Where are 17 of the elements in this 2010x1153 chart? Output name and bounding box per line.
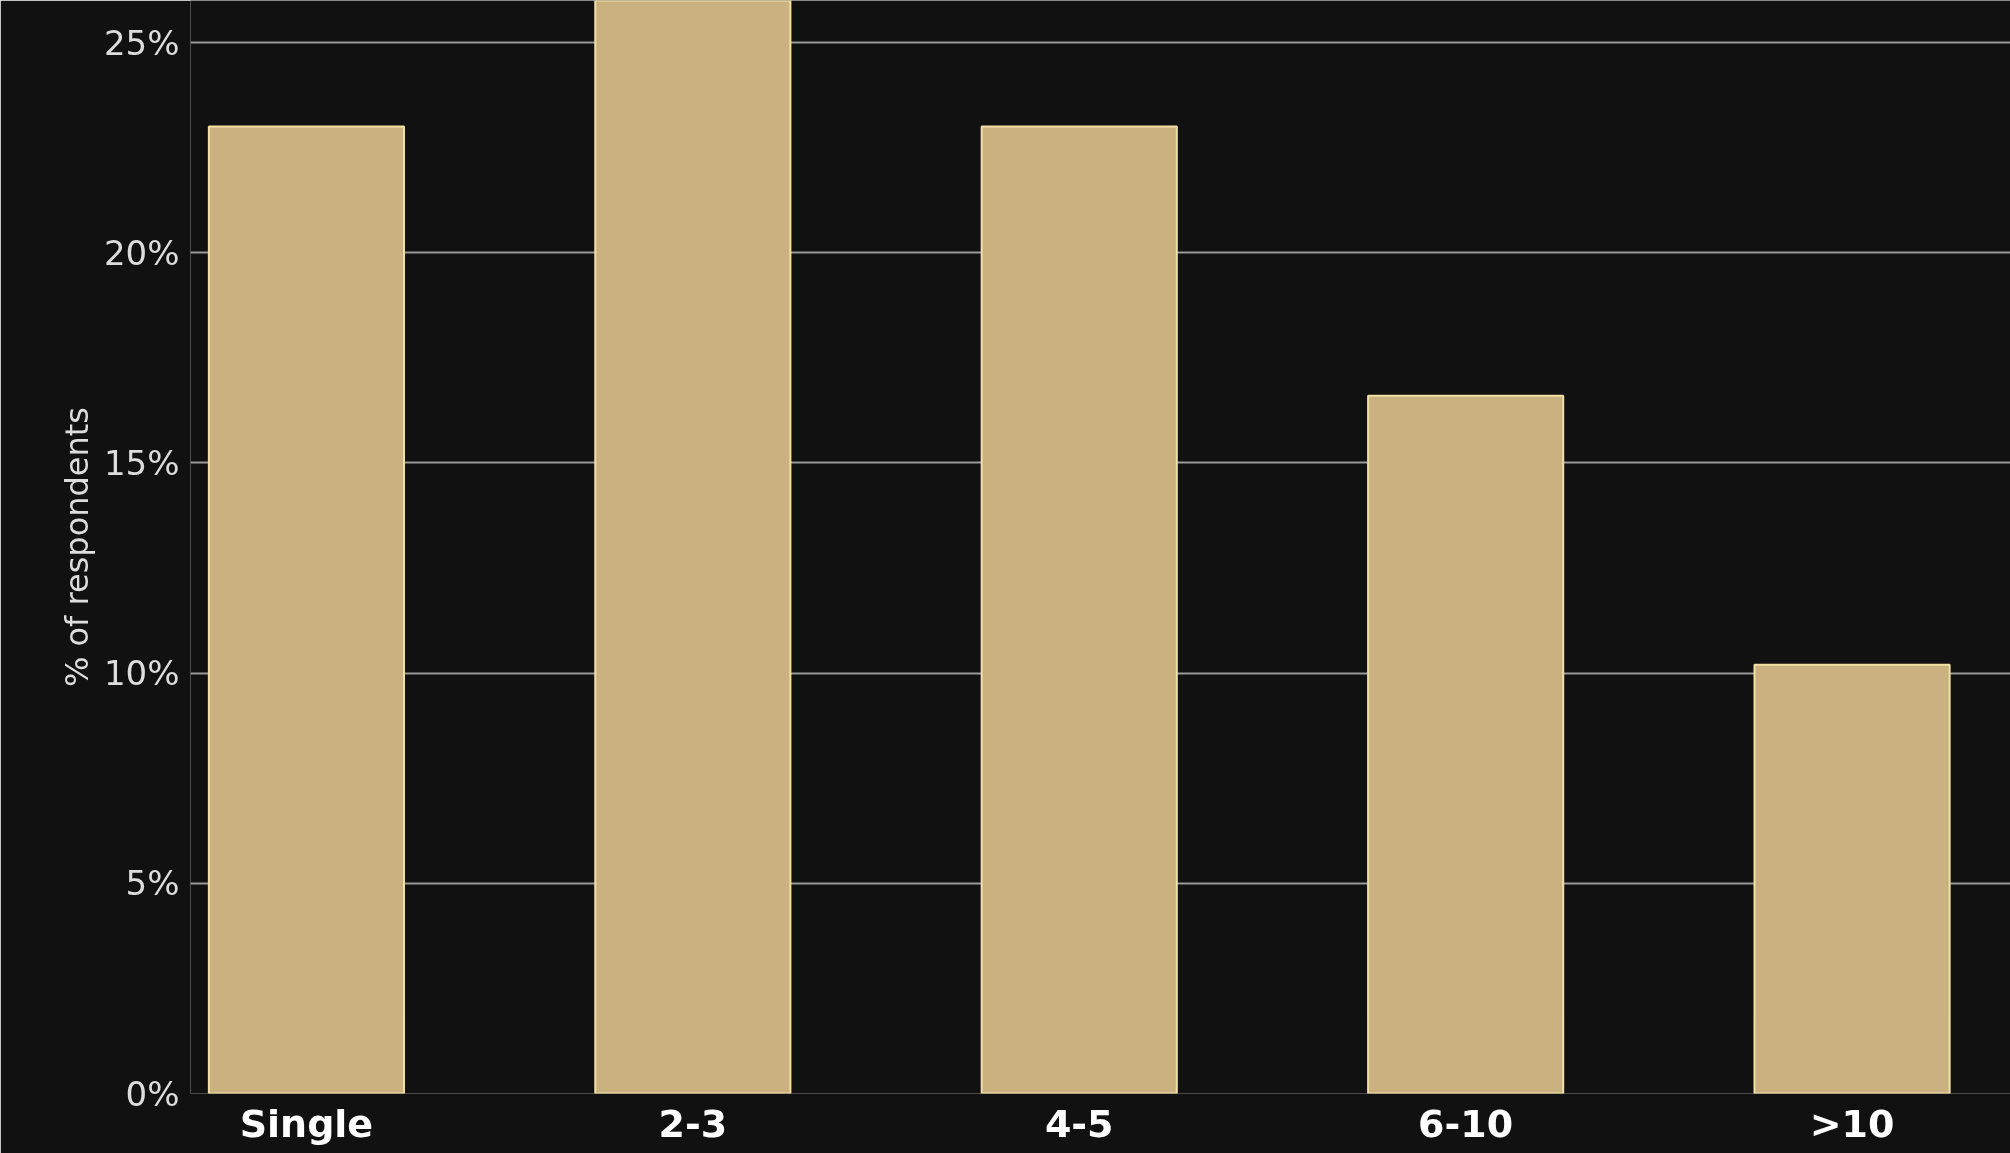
y-tick-label: 20% bbox=[103, 232, 180, 273]
y-tick-label: 25% bbox=[103, 22, 180, 63]
bar bbox=[1367, 394, 1565, 1094]
bar bbox=[980, 125, 1178, 1094]
x-tick-label: 4-5 bbox=[1044, 1101, 1114, 1146]
y-axis-title: % of respondents bbox=[57, 406, 96, 688]
bar bbox=[594, 0, 792, 1094]
x-tick-label: 2-3 bbox=[658, 1101, 728, 1146]
y-tick-label: 5% bbox=[125, 863, 180, 904]
y-tick-label: 10% bbox=[103, 653, 180, 694]
x-tick-label: >10 bbox=[1809, 1101, 1895, 1146]
y-tick-label: 0% bbox=[125, 1073, 180, 1114]
y-tick-label: 15% bbox=[103, 442, 180, 483]
x-tick-label: 6-10 bbox=[1418, 1101, 1514, 1146]
x-tick-label: Single bbox=[239, 1101, 374, 1146]
bar bbox=[1753, 663, 1951, 1094]
bar bbox=[207, 125, 405, 1094]
